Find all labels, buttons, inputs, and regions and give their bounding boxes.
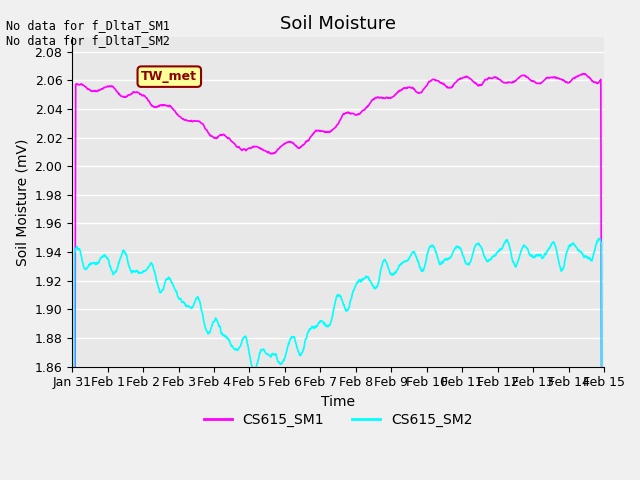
CS615_SM1 bbox=[109, 84, 117, 89]
Title: Soil Moisture: Soil Moisture bbox=[280, 15, 396, 33]
CS615_SM1 bbox=[581, 71, 589, 77]
CS615_SM1 bbox=[131, 89, 139, 95]
Legend: CS615_SM1, CS615_SM2: CS615_SM1, CS615_SM2 bbox=[198, 407, 478, 432]
CS615_SM2 bbox=[305, 329, 313, 335]
CS615_SM2 bbox=[131, 269, 139, 275]
CS615_SM1 bbox=[305, 137, 313, 143]
Text: TW_met: TW_met bbox=[141, 70, 197, 83]
CS615_SM1 bbox=[294, 145, 301, 151]
CS615_SM2 bbox=[294, 347, 301, 353]
CS615_SM1 bbox=[314, 128, 322, 133]
Text: No data for f_DltaT_SM1
No data for f_DltaT_SM2: No data for f_DltaT_SM1 No data for f_Dl… bbox=[6, 19, 170, 47]
Y-axis label: Soil Moisture (mV): Soil Moisture (mV) bbox=[15, 138, 29, 265]
CS615_SM2 bbox=[595, 236, 603, 241]
CS615_SM2 bbox=[314, 320, 322, 326]
Line: CS615_SM1: CS615_SM1 bbox=[72, 74, 604, 480]
CS615_SM1 bbox=[371, 96, 379, 101]
X-axis label: Time: Time bbox=[321, 395, 355, 409]
CS615_SM2 bbox=[109, 272, 117, 277]
Line: CS615_SM2: CS615_SM2 bbox=[72, 239, 604, 480]
CS615_SM2 bbox=[371, 285, 379, 291]
